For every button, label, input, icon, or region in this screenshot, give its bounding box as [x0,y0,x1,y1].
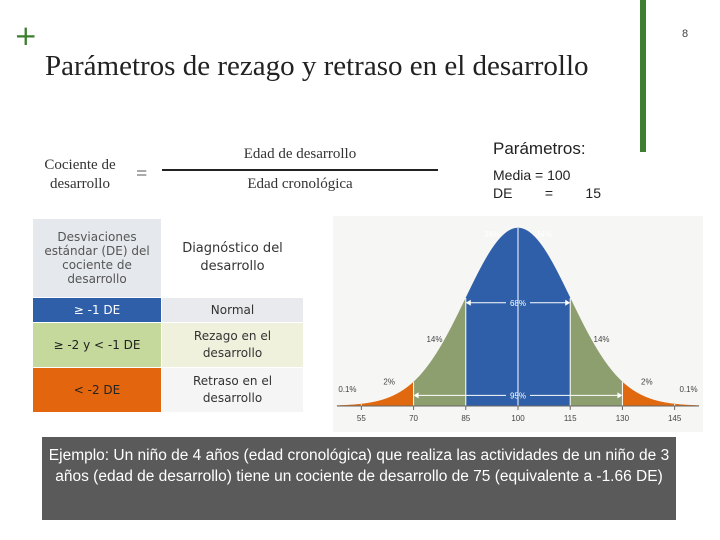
range-arrow-head [465,299,471,306]
diagnosis-table: Desviaciones estándar (DE) del cociente … [32,218,304,413]
segment-label: 0.1% [679,385,697,394]
range-arrow-head [617,392,623,399]
table-cell-diagnosis: Retraso en el desarrollo [161,367,304,413]
accent-bar [640,0,646,152]
fraction-line [162,169,438,171]
page-number: 8 [682,28,689,40]
table-cell-diagnosis: Rezago en el desarrollo [161,322,304,368]
parameters-title: Parámetros: [493,139,586,158]
x-tick-label: 145 [668,414,682,423]
table-cell-de: < -2 DE [32,367,162,413]
formula-equals: = [136,163,148,185]
x-tick-label: 70 [409,414,418,423]
x-tick-label: 130 [616,414,630,423]
parameters-de-equals: = [544,185,554,201]
table-cell-diagnosis: Normal [161,297,304,323]
table-header-row: Desviaciones estándar (DE) del cociente … [32,218,304,298]
parameters-de-label: DE [493,185,513,201]
parameters-de-value: 15 [585,185,601,201]
page-title: Parámetros de rezago y retraso en el des… [45,50,589,82]
parameters-de: DE = 15 [493,184,601,202]
segment-label: 2% [641,378,653,387]
x-tick-label: 55 [357,414,366,423]
segment-label: 2% [383,378,395,387]
curve-region [569,297,623,407]
range-arrow-label: 68% [510,299,526,308]
x-tick-label: 85 [461,414,470,423]
table-cell-de: ≥ -1 DE [32,297,162,323]
slide-plus-mark: + [14,19,38,52]
table-row: ≥ -2 y < -1 DE Rezago en el desarrollo [32,322,304,368]
formula-denominator: Edad cronológica [247,176,353,192]
curve-region [336,381,414,407]
formula-lhs-line2: desarrollo [50,176,110,192]
segment-label: 34% [536,230,552,239]
range-arrow-head [413,392,419,399]
formula-lhs-line1: Cociente de [44,157,116,173]
table-row: ≥ -1 DE Normal [32,297,304,323]
range-arrow-label: 95% [510,391,526,400]
normal-distribution-chart: 55 70 85 100 115 130 145 0.1% 2% 14% 34% 34% 14% 2% 0.… [333,216,703,432]
parameters-mean: Media = 100 [493,167,571,183]
segment-label: 14% [426,335,442,344]
table-header-de: Desviaciones estándar (DE) del cociente … [32,218,162,298]
range-arrow-head [565,299,571,306]
table-header-diagnosis: Diagnóstico del desarrollo [161,218,304,298]
segment-label: 0.1% [338,385,356,394]
segment-label: 34% [484,230,500,239]
parameters-box: Parámetros: Media = 100 DE = 15 [493,138,643,202]
table-row: < -2 DE Retraso en el desarrollo [32,367,304,413]
table-cell-de: ≥ -2 y < -1 DE [32,322,162,368]
curve-region [622,381,700,407]
segment-label: 14% [594,335,610,344]
example-box: Ejemplo: Un niño de 4 años (edad cronoló… [42,437,676,520]
curve-region [413,297,467,407]
x-tick-label: 100 [511,414,525,423]
formula-lhs: Cociente de desarrollo [30,156,130,194]
formula-numerator: Edad de desarrollo [243,146,357,162]
x-tick-label: 115 [564,414,577,423]
